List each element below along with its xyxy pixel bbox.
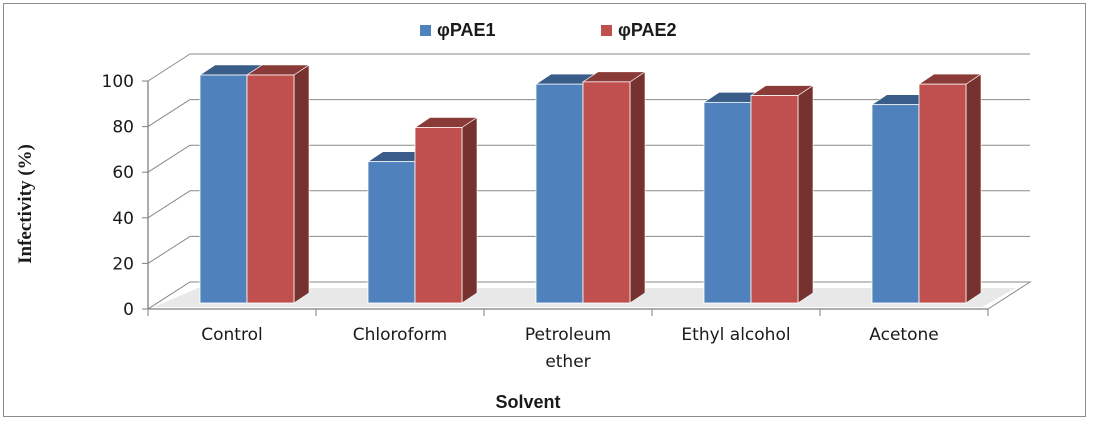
bar-group <box>199 64 310 304</box>
y-tick-label: 60 <box>112 163 134 183</box>
chart-svg: 0 20 40 60 80 100 Control Chloroform Petroleum e… <box>15 20 1032 412</box>
y-tick-label: 40 <box>112 209 134 229</box>
legend-swatch <box>601 25 612 36</box>
bar-front <box>246 74 295 304</box>
bar-group <box>367 116 478 304</box>
bar-side <box>629 71 646 304</box>
bar-front <box>871 104 920 304</box>
bars <box>199 64 982 304</box>
bar-group <box>535 71 646 304</box>
bar-front <box>918 83 967 304</box>
bar-front <box>199 74 248 304</box>
x-tick-label: Petroleum ether <box>525 325 611 372</box>
bar-side <box>965 73 982 304</box>
x-axis-title: Solvent <box>495 392 560 412</box>
bar-group <box>871 73 982 304</box>
y-axis-title: Infectivity (%) <box>15 144 36 264</box>
x-tick-label-line: ether <box>545 352 590 372</box>
bar-2 <box>750 84 814 304</box>
bar-front <box>582 81 631 304</box>
y-tick-label: 100 <box>102 72 134 92</box>
x-tick-labels: Control Chloroform Petroleum ether Ethyl alc… <box>201 325 938 372</box>
x-tick-label-line: Ethyl alcohol <box>681 325 790 345</box>
bar-2 <box>582 71 646 304</box>
legend-item-1: φPAE1 <box>420 20 496 40</box>
chart-frame: 0 20 40 60 80 100 Control Chloroform Petroleum e… <box>3 3 1086 417</box>
wall-gridline <box>147 235 191 264</box>
bar-2 <box>414 116 478 304</box>
bar-front <box>414 127 463 304</box>
bar-2 <box>918 73 982 304</box>
bar-front <box>367 161 416 304</box>
bar-2 <box>246 64 310 304</box>
wall-gridline <box>147 99 191 128</box>
bar-front <box>535 83 584 304</box>
x-tick-label-line: Petroleum <box>525 325 611 345</box>
x-tick-label: Chloroform <box>353 325 447 345</box>
wall-gridline <box>147 190 191 219</box>
bar-front <box>750 95 799 304</box>
legend-item-2: φPAE2 <box>601 20 677 40</box>
wall-gridline <box>147 53 191 82</box>
bar-side <box>461 116 478 304</box>
wall-gridline <box>147 144 191 173</box>
legend-swatch <box>420 25 431 36</box>
x-tick-label-line: Chloroform <box>353 325 447 345</box>
x-tick-label: Control <box>201 325 262 345</box>
y-tick-label: 0 <box>123 300 134 320</box>
legend: φPAE1 φPAE2 <box>420 20 677 40</box>
bar-group <box>703 84 814 304</box>
y-tick-labels: 0 20 40 60 80 100 <box>102 72 134 320</box>
legend-label: φPAE2 <box>618 20 677 40</box>
y-tick-label: 20 <box>112 254 134 274</box>
legend-label: φPAE1 <box>437 20 496 40</box>
bar-side <box>797 84 814 304</box>
bar-front <box>703 101 752 304</box>
x-tick-label-line: Acetone <box>869 325 938 345</box>
x-tick-label: Acetone <box>869 325 938 345</box>
x-tick-label-line: Control <box>201 325 262 345</box>
x-tick-label: Ethyl alcohol <box>681 325 790 345</box>
y-tick-label: 80 <box>112 118 134 138</box>
bar-side <box>293 64 310 304</box>
